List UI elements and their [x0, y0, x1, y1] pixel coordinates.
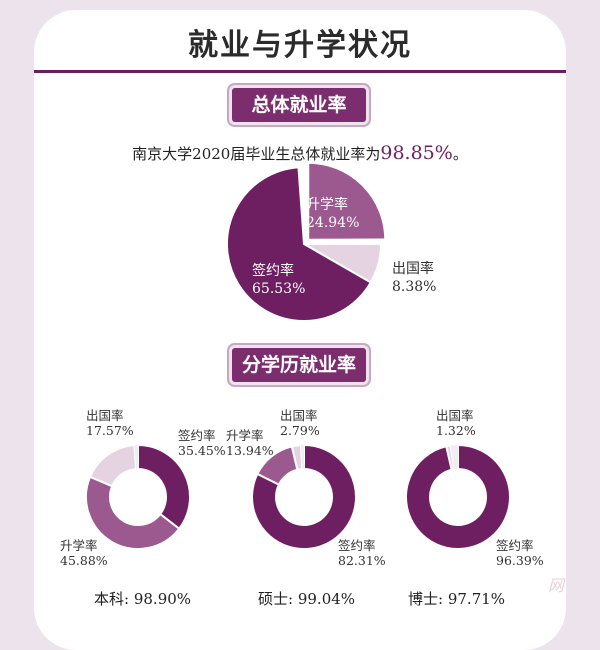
bachelor-label-chuguo-value: 17.57%	[86, 423, 134, 438]
doctor-slice-remainder	[450, 445, 458, 470]
master-label-qianyue-name: 签约率	[338, 538, 376, 553]
master-total-label: 硕士:	[258, 590, 294, 608]
doctor-label-chuguo-value: 1.32%	[436, 423, 476, 438]
overall-slice-qianyue	[226, 166, 373, 322]
charts-canvas	[85, 161, 511, 550]
bachelor-label-chuguo: 出国率 17.57%	[86, 408, 134, 438]
summary-suffix: 。	[452, 145, 468, 163]
section-by-degree-label: 分学历就业率	[232, 348, 366, 382]
master-label-qianyue-value: 82.31%	[338, 553, 386, 568]
master-label-chuguo-name: 出国率	[280, 408, 318, 423]
doctor-label-chuguo: 出国率 1.32%	[436, 408, 476, 438]
master-total-value: 99.04%	[297, 590, 356, 608]
summary-prefix: 南京大学2020届毕业生总体就业率为	[132, 145, 381, 163]
bachelor-label-shengxue-value: 45.88%	[60, 553, 108, 568]
bachelor-slice-qianyue	[137, 443, 191, 531]
doctor-slice-chuguo	[445, 444, 456, 471]
doctor-label-qianyue: 签约率 96.39%	[496, 538, 544, 568]
pie-label-chuguo: 出国率 8.38%	[392, 260, 436, 296]
master-slice-remainder	[300, 445, 304, 470]
pie-label-qianyue-value: 65.53%	[252, 281, 306, 297]
bachelor-total-value: 98.90%	[133, 590, 192, 608]
pie-label-shengxue-name: 升学率	[306, 197, 348, 213]
doctor-total-value: 97.71%	[447, 590, 506, 608]
title-divider	[34, 70, 566, 73]
pie-label-chuguo-value: 8.38%	[392, 279, 437, 295]
bachelor-slice-chuguo	[88, 444, 138, 488]
bachelor-label-qianyue-value: 35.45%	[178, 443, 226, 458]
pie-label-qianyue-name: 签约率	[252, 263, 294, 279]
watermark: 网	[548, 576, 565, 595]
bachelor-label-qianyue-name: 签约率	[178, 428, 216, 443]
pie-label-shengxue: 升学率 24.94%	[306, 196, 359, 232]
bachelor-total: 本科: 98.90%	[94, 588, 191, 609]
master-label-shengxue-value: 13.94%	[226, 443, 274, 458]
bachelor-label-chuguo-name: 出国率	[86, 408, 124, 423]
pie-label-shengxue-value: 24.94%	[306, 215, 360, 231]
bachelor-slice-remainder	[134, 445, 138, 470]
doctor-total-label: 博士:	[408, 590, 444, 608]
overall-slice-shengxue	[307, 161, 387, 241]
master-label-chuguo: 出国率 2.79%	[280, 408, 320, 438]
section-overall-label: 总体就业率	[232, 88, 366, 122]
bachelor-label-qianyue: 签约率 35.45%	[178, 428, 226, 458]
page-title: 就业与升学状况	[188, 28, 412, 63]
pie-label-qianyue: 签约率 65.53%	[252, 262, 305, 298]
master-label-chuguo-value: 2.79%	[280, 423, 320, 438]
doctor-label-qianyue-value: 96.39%	[496, 553, 544, 568]
bachelor-total-label: 本科:	[94, 590, 130, 608]
doctor-label-chuguo-name: 出国率	[436, 408, 474, 423]
doctor-label-qianyue-name: 签约率	[496, 538, 534, 553]
summary-rate: 98.85%	[380, 142, 453, 164]
pie-label-chuguo-name: 出国率	[392, 261, 434, 277]
master-label-qianyue: 签约率 82.31%	[338, 538, 386, 568]
master-label-shengxue: 升学率 13.94%	[226, 428, 274, 458]
master-label-shengxue-name: 升学率	[226, 428, 264, 443]
bachelor-slice-shengxue	[85, 475, 181, 550]
master-slice-qianyue	[251, 443, 357, 550]
master-total: 硕士: 99.04%	[258, 588, 355, 609]
bachelor-label-shengxue-name: 升学率	[60, 538, 98, 553]
master-slice-chuguo	[290, 444, 304, 471]
doctor-total: 博士: 97.71%	[408, 588, 505, 609]
bachelor-label-shengxue: 升学率 45.88%	[60, 538, 108, 568]
summary-sentence: 南京大学2020届毕业生总体就业率为98.85%。	[0, 142, 600, 164]
doctor-slice-qianyue	[405, 443, 511, 550]
